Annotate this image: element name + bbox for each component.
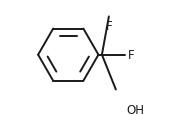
Text: F: F (127, 49, 134, 62)
Text: F: F (106, 20, 112, 32)
Text: OH: OH (126, 104, 144, 115)
